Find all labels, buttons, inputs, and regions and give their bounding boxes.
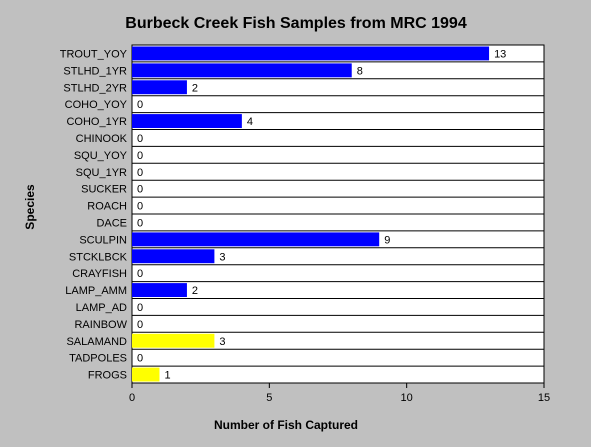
data-label: 1 xyxy=(164,370,170,382)
chart-title: Burbeck Creek Fish Samples from MRC 1994 xyxy=(125,15,467,32)
bar xyxy=(132,249,215,264)
category-label: ROACH xyxy=(87,201,127,213)
data-label: 0 xyxy=(137,302,143,314)
data-label: 0 xyxy=(137,268,143,280)
category-label: STLHD_1YR xyxy=(63,65,127,77)
category-label: STLHD_2YR xyxy=(63,82,127,94)
bar xyxy=(132,114,242,128)
category-label: SCULPIN xyxy=(79,234,127,246)
category-label: SALAMAND xyxy=(66,336,127,348)
data-label: 9 xyxy=(384,234,390,246)
data-label: 2 xyxy=(192,82,198,94)
x-axis-ticks: 0 5 10 15 xyxy=(129,383,550,404)
data-label: 0 xyxy=(137,150,143,162)
bar xyxy=(132,367,160,382)
data-label: 0 xyxy=(137,184,143,196)
category-label: COHO_YOY xyxy=(65,99,128,111)
category-label: FROGS xyxy=(88,370,127,382)
category-label: CHINOOK xyxy=(76,133,128,145)
data-label: 3 xyxy=(219,336,225,348)
data-label: 0 xyxy=(137,353,143,365)
category-label: LAMP_AD xyxy=(76,302,127,314)
x-tick-label: 5 xyxy=(266,392,272,404)
bar xyxy=(132,333,215,348)
category-label: SUCKER xyxy=(81,184,127,196)
bar xyxy=(132,46,490,61)
data-label: 4 xyxy=(247,116,253,128)
data-label: 0 xyxy=(137,99,143,111)
x-tick-label: 0 xyxy=(129,392,135,404)
bar xyxy=(132,63,352,78)
category-label: LAMP_AMM xyxy=(65,285,127,297)
category-label: COHO_1YR xyxy=(66,116,127,128)
bar xyxy=(132,232,380,247)
bar xyxy=(132,80,187,95)
data-label: 3 xyxy=(219,251,225,263)
category-label: RAINBOW xyxy=(74,319,127,331)
data-label: 0 xyxy=(137,133,143,145)
bar xyxy=(132,283,187,297)
y-axis-title: Species xyxy=(23,184,37,230)
category-label: TROUT_YOY xyxy=(60,48,128,60)
data-label: 8 xyxy=(357,65,363,77)
category-label: SQU_1YR xyxy=(76,167,127,179)
data-label: 0 xyxy=(137,167,143,179)
x-tick-label: 10 xyxy=(401,392,413,404)
data-label: 0 xyxy=(137,319,143,331)
category-label: SQU_YOY xyxy=(74,150,128,162)
x-tick-label: 15 xyxy=(538,392,550,404)
x-axis-title: Number of Fish Captured xyxy=(214,418,358,432)
data-label: 13 xyxy=(494,48,506,60)
category-label: DACE xyxy=(96,217,127,229)
data-label: 0 xyxy=(137,217,143,229)
category-label: STCKLBCK xyxy=(69,251,128,263)
data-label: 2 xyxy=(192,285,198,297)
category-label: CRAYFISH xyxy=(72,268,127,280)
data-label: 0 xyxy=(137,201,143,213)
category-label: TADPOLES xyxy=(69,353,127,365)
